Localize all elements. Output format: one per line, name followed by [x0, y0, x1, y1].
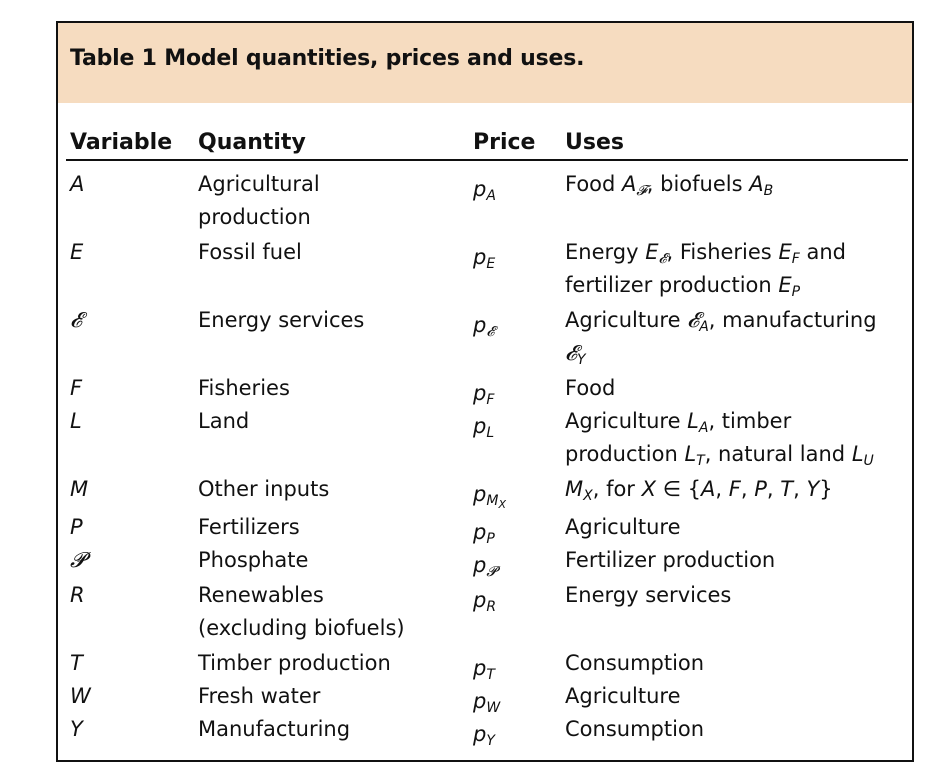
cell-uses: MX, for X ∈ {A, F, P, T, Y} [565, 477, 833, 504]
cell-price: pA [473, 177, 496, 204]
cell-variable: A [70, 172, 85, 196]
cell-variable: Y [70, 717, 83, 741]
cell-uses: production LT, natural land LU [565, 442, 874, 469]
cell-quantity: Fresh water [198, 684, 321, 708]
cell-uses: Food [565, 376, 616, 400]
cell-variable: E [70, 240, 84, 264]
cell-variable: W [70, 684, 91, 708]
title-band: Table 1 Model quantities, prices and use… [58, 23, 912, 103]
cell-price: pP [473, 520, 495, 547]
cell-uses: Energy services [565, 583, 732, 607]
cell-quantity: Fossil fuel [198, 240, 302, 264]
header-variable: Variable [70, 130, 173, 155]
cell-quantity: production [198, 205, 311, 229]
cell-price: pR [473, 588, 497, 615]
cell-uses: Consumption [565, 717, 705, 741]
cell-price: pY [473, 722, 495, 749]
cell-uses: Agriculture [565, 515, 681, 539]
cell-quantity: Fisheries [198, 376, 290, 400]
cell-variable: 𝓔 [70, 308, 83, 332]
header-quantity: Quantity [198, 130, 306, 155]
cell-variable: M [70, 477, 89, 501]
cell-quantity: Phosphate [198, 548, 309, 572]
cell-variable: P [70, 515, 83, 539]
cell-variable: F [70, 376, 83, 400]
header-uses: Uses [565, 130, 624, 155]
cell-quantity: Land [198, 409, 250, 433]
cell-price: pMX [473, 482, 506, 511]
header-price: Price [473, 130, 536, 155]
cell-quantity: Renewables [198, 583, 324, 607]
cell-uses: Agriculture [565, 684, 681, 708]
table-title: Table 1 Model quantities, prices and use… [70, 46, 585, 71]
cell-uses: Energy E𝓔, Fisheries EF and [565, 240, 846, 267]
cell-quantity: Timber production [198, 651, 391, 675]
cell-variable: L [70, 409, 82, 433]
cell-uses: 𝓔Y [565, 341, 586, 368]
header-rule [66, 159, 908, 161]
cell-quantity: (excluding biofuels) [198, 616, 405, 640]
cell-variable: T [70, 651, 83, 675]
cell-quantity: Energy services [198, 308, 365, 332]
cell-quantity: Fertilizers [198, 515, 300, 539]
cell-quantity: Agricultural [198, 172, 320, 196]
cell-uses: Fertilizer production [565, 548, 776, 572]
cell-price: pT [473, 656, 495, 683]
cell-price: pE [473, 245, 496, 272]
table-frame: Table 1 Model quantities, prices and use… [56, 21, 914, 762]
cell-price: pL [473, 414, 495, 441]
cell-uses: fertilizer production EP [565, 273, 801, 300]
cell-price: p𝓔 [473, 313, 495, 340]
cell-variable: R [70, 583, 85, 607]
cell-price: p𝓟 [473, 553, 497, 580]
cell-uses: Agriculture 𝓔A, manufacturing [565, 308, 877, 335]
cell-uses: Food A𝓕, biofuels AB [565, 172, 774, 199]
cell-uses: Agriculture LA, timber [565, 409, 792, 436]
cell-variable: 𝓟 [70, 548, 86, 572]
cell-price: pF [473, 381, 495, 408]
cell-quantity: Manufacturing [198, 717, 351, 741]
cell-quantity: Other inputs [198, 477, 330, 501]
cell-uses: Consumption [565, 651, 705, 675]
cell-price: pW [473, 689, 501, 716]
